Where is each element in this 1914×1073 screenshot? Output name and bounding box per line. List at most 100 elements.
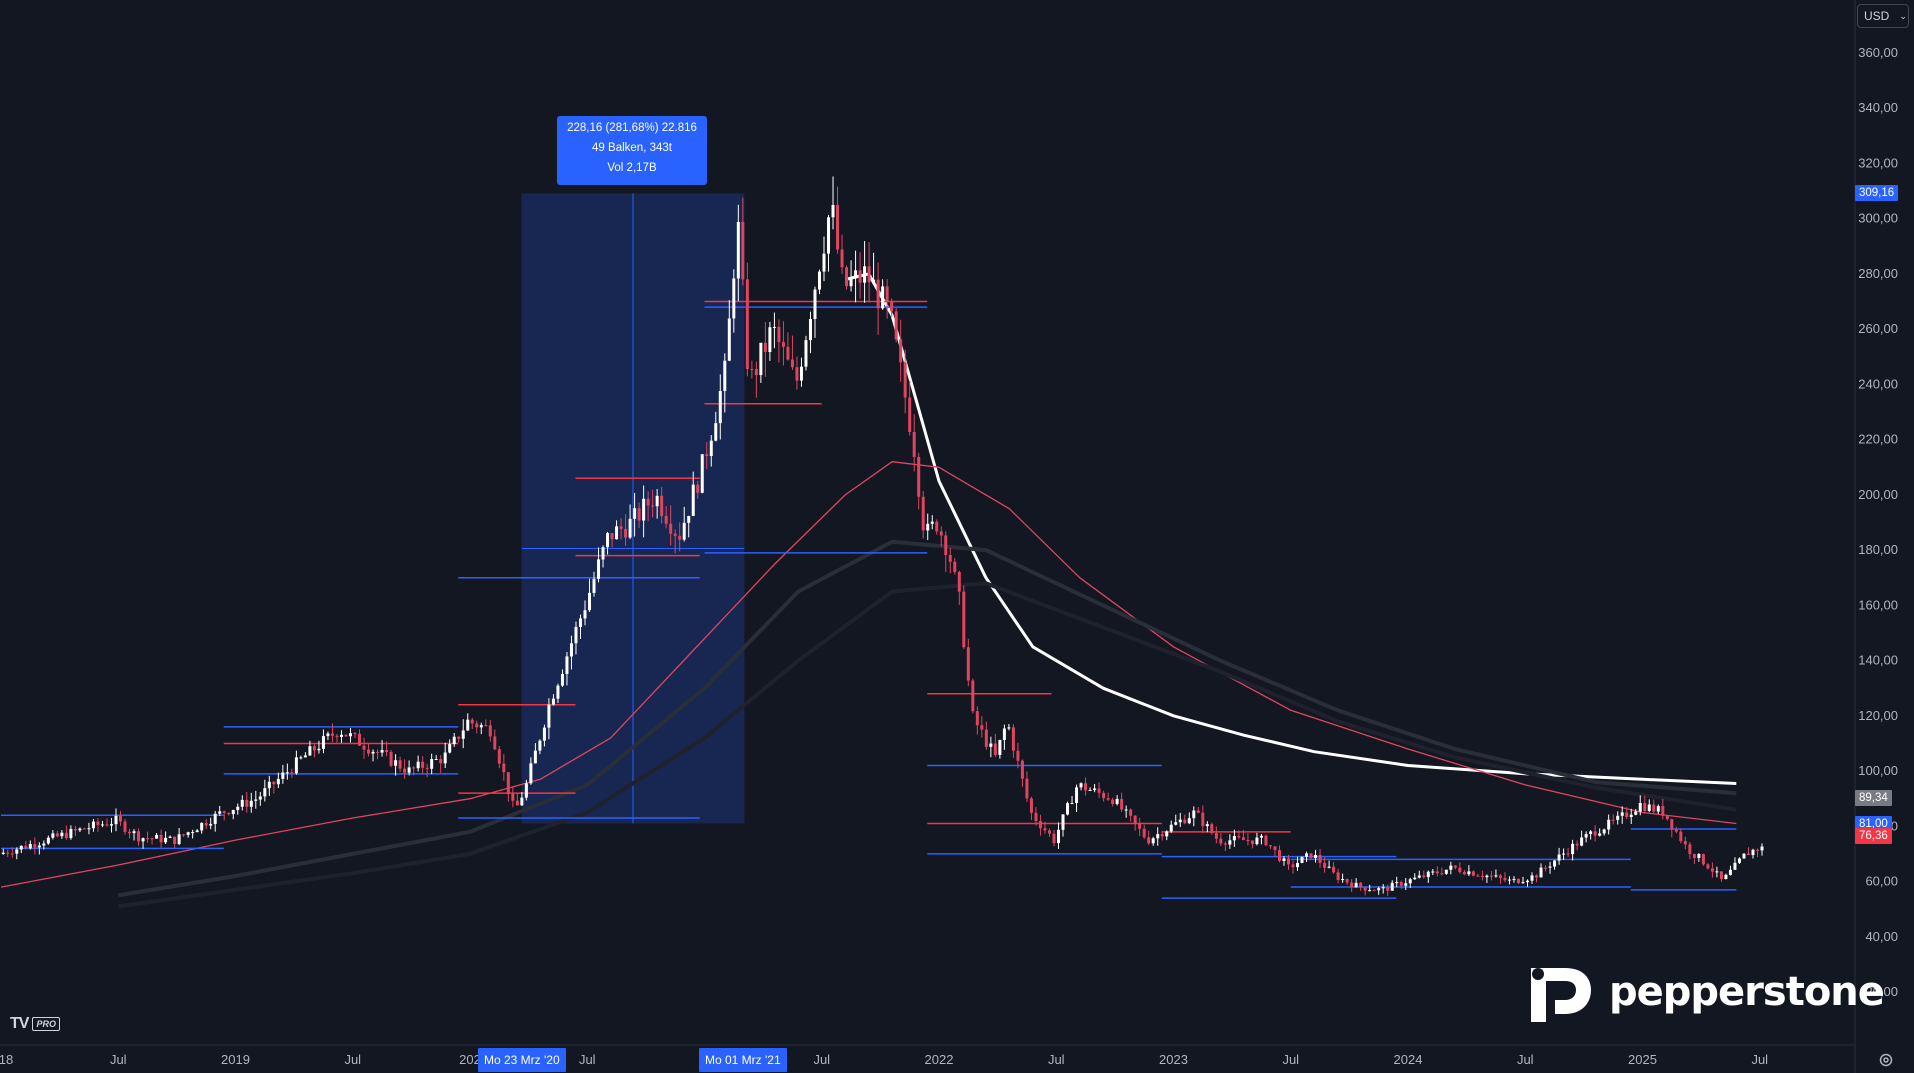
candle-body — [894, 311, 898, 340]
brand-name: pepperstone — [1609, 969, 1885, 1015]
time-tick-label: Jul — [1517, 1052, 1534, 1067]
candle-body — [1683, 841, 1687, 845]
candle-body — [1575, 843, 1579, 846]
price-axis[interactable] — [1855, 0, 1914, 1045]
candle-body — [1661, 806, 1665, 816]
candle-body — [1512, 878, 1516, 880]
candle-body — [1580, 837, 1584, 846]
candle-body — [1038, 820, 1042, 829]
candle-body — [804, 340, 808, 367]
candle-body — [560, 673, 564, 686]
candle-body — [1025, 778, 1029, 799]
candle-body — [1719, 871, 1723, 880]
candle-body — [398, 760, 402, 769]
candle-body — [479, 725, 483, 728]
time-tick-label: Jul — [344, 1052, 361, 1067]
candle-body — [231, 809, 235, 815]
candle-body — [33, 844, 37, 848]
candle-body — [989, 743, 993, 747]
candle-body — [1742, 853, 1746, 859]
price-tag-level: 81,00 — [1855, 815, 1892, 832]
candle-body — [529, 763, 533, 784]
candles — [1, 176, 1764, 896]
candle-body — [1679, 831, 1683, 842]
candle-body — [714, 423, 718, 441]
candle-body — [984, 729, 988, 747]
candle-body — [1503, 877, 1507, 881]
candle-body — [91, 821, 95, 829]
time-tick-label: Jul — [579, 1052, 596, 1067]
candle-body — [700, 454, 704, 493]
candle-body — [1706, 864, 1710, 869]
candle-body — [1710, 868, 1714, 872]
price-tick-label: 220,00 — [1858, 432, 1898, 447]
candle-body — [1363, 887, 1367, 891]
candle-body — [646, 498, 650, 506]
tradingview-logo[interactable]: TV PRO — [10, 1015, 60, 1033]
candle-body — [100, 824, 104, 826]
candle-body — [781, 342, 785, 347]
candle-body — [939, 531, 943, 536]
candle-body — [1467, 871, 1471, 875]
candle-body — [1404, 883, 1408, 886]
candle-body — [849, 278, 853, 287]
candle-body — [1332, 866, 1336, 873]
currency-selector[interactable]: USD ⌄ — [1857, 4, 1909, 28]
candle-body — [736, 221, 740, 279]
candle-body — [1250, 840, 1254, 845]
candle-body — [836, 204, 840, 250]
time-tick-label: 2023 — [1159, 1052, 1188, 1067]
measure-range[interactable] — [521, 193, 745, 824]
candle-body — [1196, 810, 1200, 813]
candle-body — [1300, 856, 1304, 864]
candle-body — [1183, 819, 1187, 824]
candle-body — [1093, 788, 1097, 790]
candle-body — [1314, 855, 1318, 858]
candle-body — [1129, 809, 1133, 816]
candle-body — [1286, 858, 1290, 865]
measure-volume: Vol 2,17B — [607, 162, 657, 174]
candle-body — [1255, 837, 1259, 845]
candle-body — [200, 822, 204, 831]
candle-body — [416, 761, 420, 769]
candle-body — [1264, 835, 1268, 846]
candle-body — [421, 761, 425, 768]
gear-icon[interactable] — [1878, 1052, 1894, 1068]
candle-body — [376, 751, 380, 753]
candle-body — [1296, 863, 1300, 868]
candle-body — [177, 834, 181, 845]
candle-body — [19, 845, 23, 850]
measure-change: 228,16 (281,68%) 22.816 — [567, 122, 697, 134]
candle-body — [588, 592, 592, 611]
candle-body — [872, 279, 876, 283]
candle-body — [1670, 819, 1674, 830]
candle-body — [182, 834, 186, 836]
candle-body — [276, 778, 280, 785]
candle-body — [678, 535, 682, 540]
candle-body — [146, 838, 150, 840]
candle-body — [1607, 819, 1611, 830]
measure-bars: 49 Balken, 343t — [592, 142, 672, 154]
candle-body — [921, 496, 925, 531]
candle-body — [1471, 871, 1475, 876]
candle-body — [222, 811, 226, 813]
candle-body — [155, 834, 159, 839]
candle-body — [1449, 865, 1453, 870]
candle-body — [1746, 853, 1750, 856]
candle-body — [407, 767, 411, 773]
candle-body — [312, 746, 316, 751]
candle-body — [619, 526, 623, 529]
candle-body — [46, 837, 50, 844]
candle-body — [1485, 875, 1489, 878]
candle-body — [141, 838, 145, 842]
moving-averages — [0, 272, 1737, 909]
candle-body — [1052, 833, 1056, 844]
candle-body — [1075, 787, 1079, 804]
candle-body — [335, 735, 339, 737]
candle-body — [1115, 798, 1119, 804]
candle-body — [1557, 854, 1561, 861]
candle-body — [1007, 727, 1011, 729]
candle-body — [358, 733, 362, 746]
candle-body — [1372, 890, 1376, 892]
